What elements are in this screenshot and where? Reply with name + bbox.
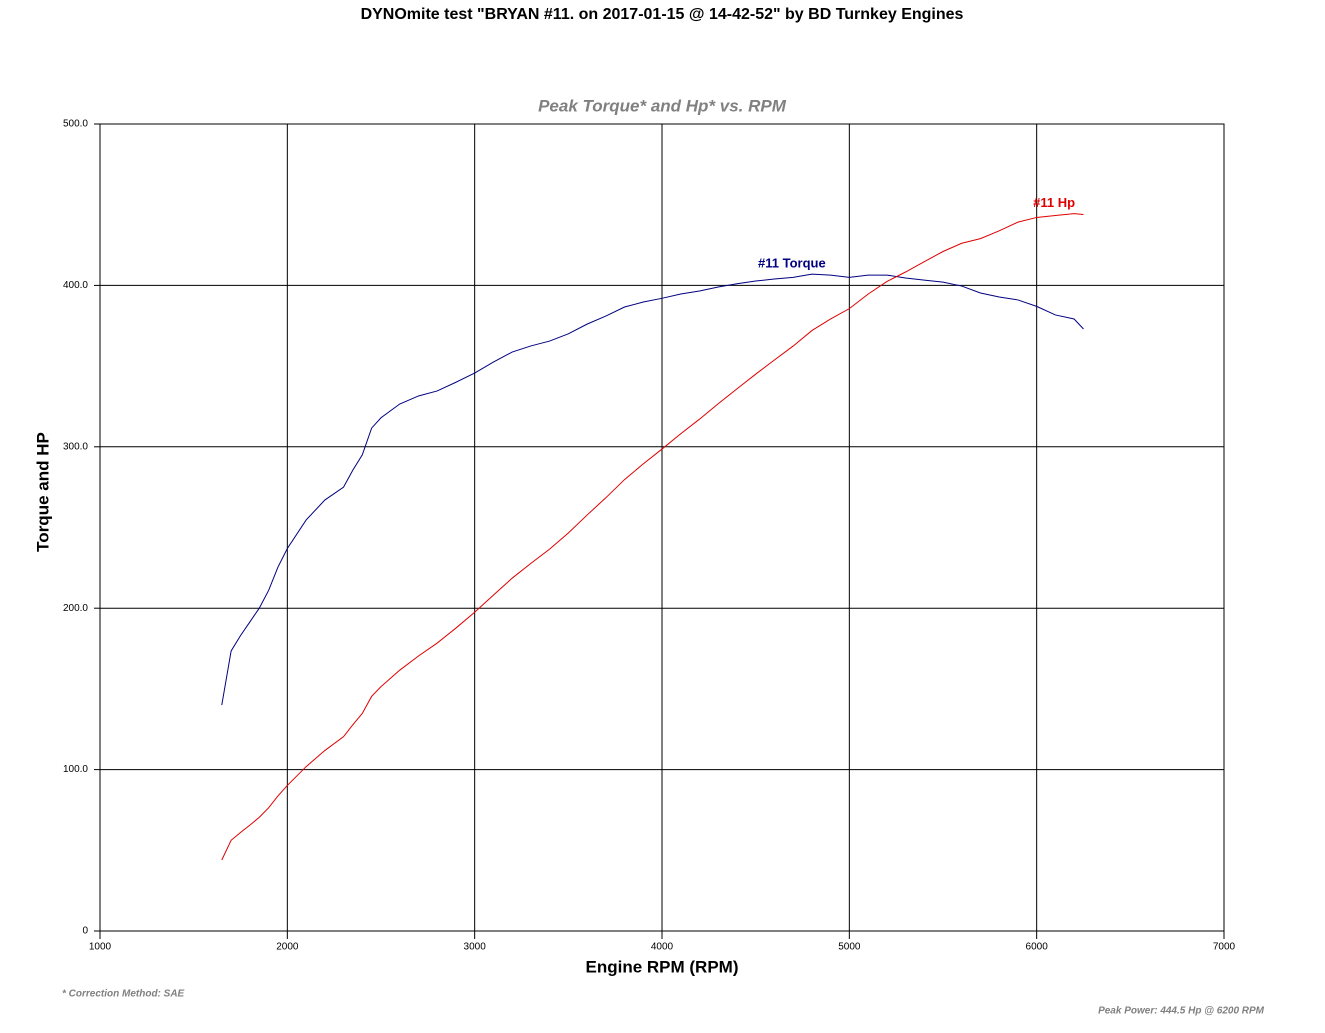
y-tick-label: 100.0 (63, 764, 88, 775)
x-tick-label: 1000 (89, 942, 112, 953)
x-tick-label: 3000 (464, 942, 487, 953)
series-line (221, 273, 1084, 706)
footnote: * Correction Method: SAE (62, 989, 185, 1000)
peak-note: Peak Power: 444.5 Hp @ 6200 RPM (1098, 1006, 1265, 1017)
x-tick-label: 7000 (1213, 942, 1236, 953)
series-label: #11 Torque (758, 256, 826, 271)
chart-subtitle: Peak Torque* and Hp* vs. RPM (538, 96, 787, 115)
y-tick-label: 400.0 (63, 280, 88, 291)
series-line (221, 213, 1084, 861)
x-tick-label: 6000 (1026, 942, 1049, 953)
x-axis-label: Engine RPM (RPM) (586, 957, 739, 976)
y-tick-label: 500.0 (63, 119, 88, 130)
x-tick-label: 2000 (276, 942, 299, 953)
x-tick-label: 5000 (838, 942, 861, 953)
series-label: #11 Hp (1033, 195, 1075, 210)
plot-frame (99, 123, 1225, 932)
y-tick-label: 0 (82, 926, 88, 937)
y-tick-label: 200.0 (63, 603, 88, 614)
x-tick-label: 4000 (651, 942, 674, 953)
y-axis-label: Torque and HP (33, 432, 52, 552)
y-tick-label: 300.0 (63, 441, 88, 452)
chart-title: DYNOmite test "BRYAN #11. on 2017-01-15 … (361, 6, 964, 23)
